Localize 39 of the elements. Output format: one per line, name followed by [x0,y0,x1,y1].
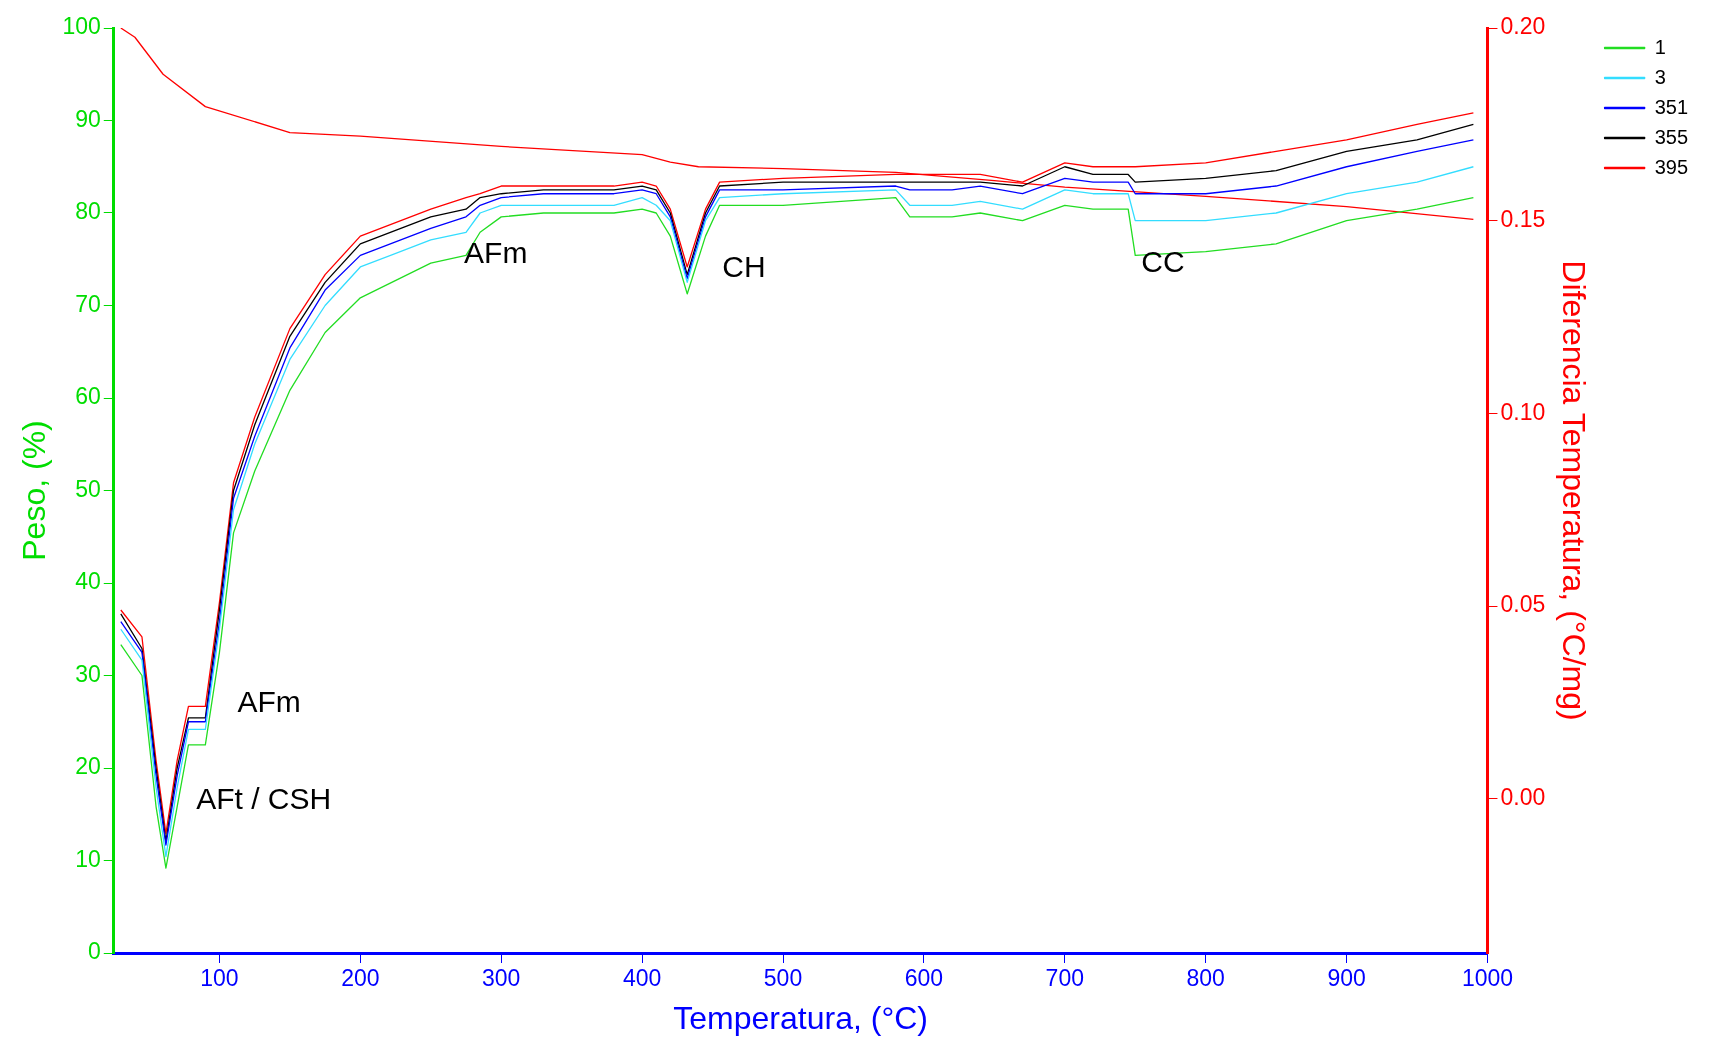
legend-label: 395 [1654,155,1689,178]
y-tick-label: 30 [75,660,101,687]
y-tick-label: 0 [87,938,101,965]
annotation: CC [1141,245,1185,279]
y-tick-label: 20 [75,753,101,780]
y2-tick-label: 0.00 [1500,784,1546,811]
legend-label: 1 [1654,35,1666,58]
legend-label: 351 [1654,95,1689,118]
y-tick-label: 80 [75,198,101,225]
y2-axis-title: Diferencia Temperatura, (°C/mg) [1555,260,1592,721]
x-tick-label: 700 [1045,965,1084,992]
x-tick-label: 100 [200,965,239,992]
x-tick-label: 300 [482,965,521,992]
x-tick-label: 600 [904,965,944,992]
annotation: AFt / CSH [196,781,332,815]
y-tick-label: 50 [75,475,101,502]
y-tick-label: 10 [75,845,101,872]
y-tick-label: 70 [75,290,101,317]
annotation: AFm [464,235,528,269]
x-tick-label: 1000 [1461,965,1514,992]
y-tick-label: 100 [62,13,101,40]
x-axis-title: Temperatura, (°C) [673,999,928,1036]
y-tick-label: 60 [75,383,101,410]
y2-tick-label: 0.10 [1500,398,1546,425]
legend-label: 3 [1654,65,1666,88]
x-tick-label: 200 [341,965,380,992]
annotation: AFm [237,684,301,718]
annotation: CH [722,249,766,283]
y2-tick-label: 0.20 [1500,13,1546,40]
x-tick-label: 500 [763,965,803,992]
legend-label: 355 [1654,125,1689,148]
x-tick-label: 400 [622,965,662,992]
y2-tick-label: 0.15 [1500,206,1546,233]
x-tick-label: 900 [1327,965,1366,992]
y-tick-label: 90 [75,105,101,132]
y-axis-title: Peso, (%) [16,420,53,561]
y-tick-label: 40 [75,568,101,595]
y2-tick-label: 0.05 [1500,591,1546,618]
x-tick-label: 800 [1186,965,1225,992]
